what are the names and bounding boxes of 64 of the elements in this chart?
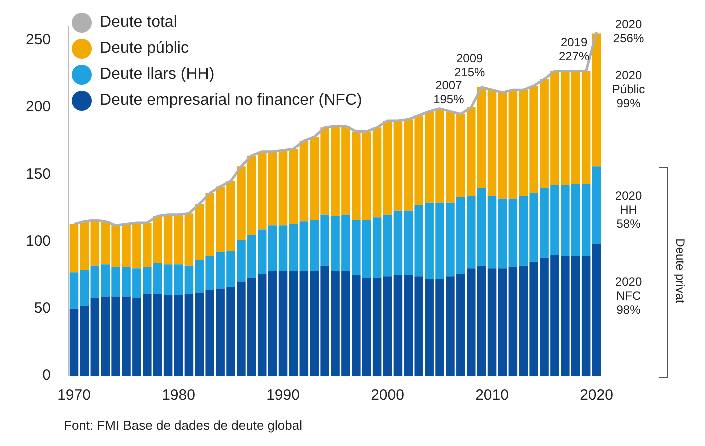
y-tick-label: 200 [26,98,52,116]
bar [164,295,173,376]
annotation: 2009 215% [454,52,486,80]
legend-label: Deute públic [100,40,189,58]
bar [592,166,602,244]
bar [383,214,392,277]
x-tick-label: 2010 [476,387,509,404]
annotation: 2019 227% [558,36,590,64]
x-tick-label: 1980 [162,387,196,404]
bar [184,214,194,266]
annotation: 2020 HH 58% [615,189,642,232]
bar [488,196,497,269]
bar [80,222,90,270]
y-tick-label: 150 [26,166,52,183]
text: Font: FMI Base de dades de deute global [64,418,302,433]
bar [184,266,194,294]
bar [278,271,288,376]
bar [394,120,403,211]
bar [80,306,90,376]
y-tick-label: 50 [34,300,52,318]
bar [164,214,173,265]
bar [383,120,392,215]
bar [80,270,90,306]
bar [184,294,194,376]
bar [498,198,508,269]
bar [592,34,602,167]
annotation: 2020 NFC 98% [615,275,642,318]
annotation: 2020 256% [613,18,644,46]
bar [498,92,508,199]
y-tick-label: 100 [26,232,52,250]
bar [174,295,184,376]
bar [289,271,298,376]
legend-label: Deute empresarial no financer (NFC) [100,92,362,110]
bar [278,150,288,226]
x-tick-label: 2020 [580,387,614,404]
bar [164,264,173,296]
legend-label: Deute llars (HH) [100,66,215,84]
bar [268,271,278,376]
x-tick-label: 2000 [371,387,404,404]
text: Deute privat [674,238,688,304]
bar [70,224,79,273]
bar [268,226,278,272]
bar [383,276,392,376]
y-tick-label: 0 [42,367,52,384]
bar [488,90,497,196]
bar [592,244,602,376]
bar [498,268,508,376]
bar [174,264,184,296]
bar [70,308,79,376]
annotation: 2020 Públic 99% [612,68,646,110]
annotation: 2007 195% [434,78,465,107]
legend-label: Deute total [100,14,178,32]
bar [174,214,184,265]
bar [289,224,298,272]
bar [289,149,298,224]
bar [394,210,403,276]
bar [70,272,79,309]
x-tick-label: 1970 [58,387,91,404]
bar [278,226,288,272]
bar [268,152,278,226]
y-tick-label: 250 [26,32,52,49]
bar [394,275,403,376]
x-tick-label: 1990 [266,387,300,404]
bar [488,268,497,376]
